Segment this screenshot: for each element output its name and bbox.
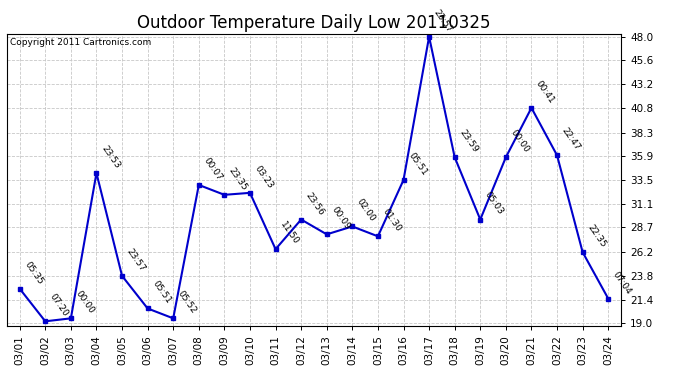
Text: 01:30: 01:30 (381, 207, 403, 234)
Text: 05:51: 05:51 (406, 151, 428, 177)
Title: Outdoor Temperature Daily Low 20110325: Outdoor Temperature Daily Low 20110325 (137, 14, 491, 32)
Text: 23:53: 23:53 (99, 144, 121, 170)
Text: 05:52: 05:52 (176, 289, 198, 316)
Text: 00:41: 00:41 (534, 79, 556, 105)
Text: 02:00: 02:00 (355, 197, 377, 223)
Text: 07:20: 07:20 (48, 292, 70, 318)
Text: 05:03: 05:03 (483, 190, 505, 217)
Text: 07:04: 07:04 (611, 270, 633, 296)
Text: 11:50: 11:50 (278, 220, 301, 246)
Text: 05:51: 05:51 (150, 279, 172, 306)
Text: 00:00: 00:00 (509, 128, 531, 154)
Text: 05:35: 05:35 (23, 260, 45, 286)
Text: 23:57: 23:57 (125, 247, 147, 273)
Text: 00:07: 00:07 (201, 156, 224, 182)
Text: 00:00: 00:00 (74, 289, 96, 316)
Text: 23:57: 23:57 (432, 8, 454, 34)
Text: 00:09: 00:09 (330, 205, 352, 232)
Text: 22:35: 22:35 (585, 223, 607, 249)
Text: 03:23: 03:23 (253, 164, 275, 190)
Text: 23:35: 23:35 (227, 166, 249, 192)
Text: Copyright 2011 Cartronics.com: Copyright 2011 Cartronics.com (10, 38, 151, 47)
Text: 23:56: 23:56 (304, 190, 326, 217)
Text: 23:59: 23:59 (457, 128, 480, 154)
Text: 22:47: 22:47 (560, 126, 582, 153)
